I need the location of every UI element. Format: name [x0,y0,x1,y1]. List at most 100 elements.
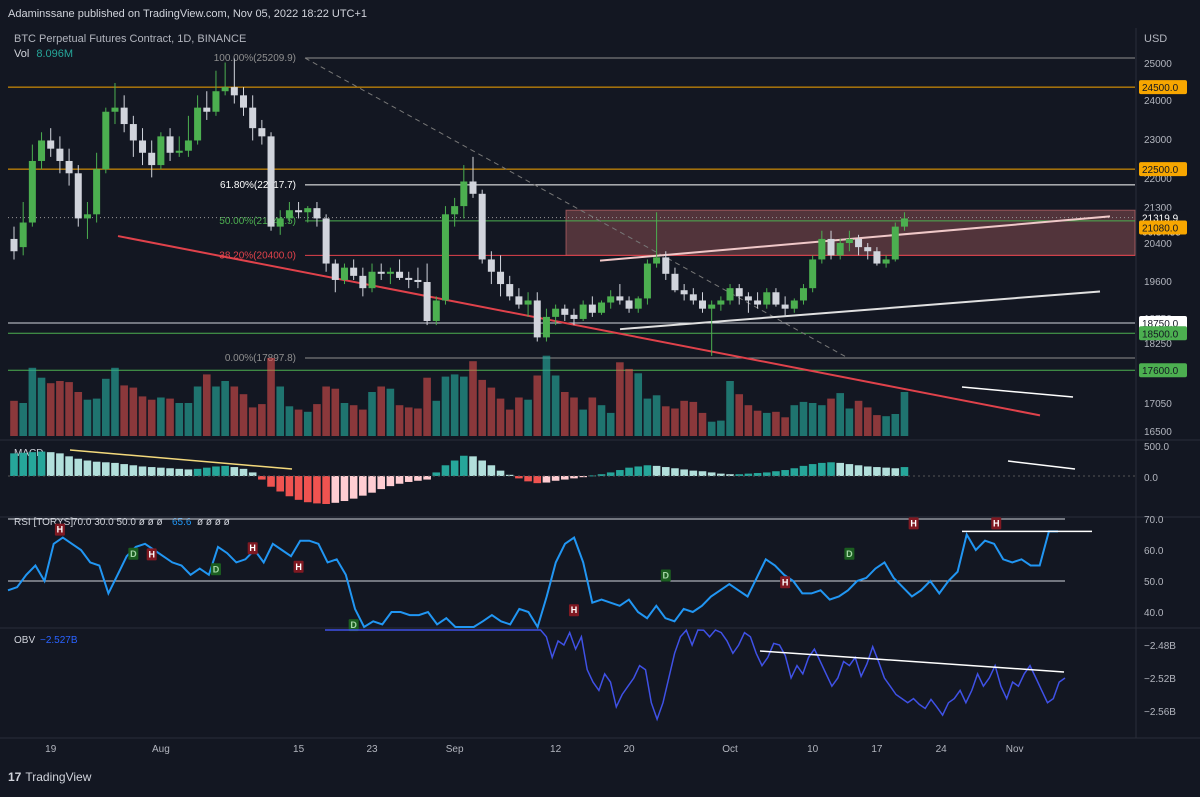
candle-body [451,206,459,215]
macd-histogram-bar [303,476,312,503]
candle-body [478,193,486,260]
macd-histogram-bar [111,462,119,476]
rsi-marker [780,576,791,589]
rsi-marker [660,569,671,582]
volume-bar [331,388,340,436]
macd-histogram-bar [561,476,569,480]
candle-body [790,300,798,309]
symbol-title[interactable]: BTC Perpetual Futures Contract, 1D, BINA… [14,33,247,45]
x-axis-tick: 10 [807,744,819,755]
macd-histogram-bar [588,475,597,477]
volume-bar [267,357,275,436]
volume-bar [561,392,569,436]
volume-bar [661,406,670,436]
macd-histogram-bar [680,469,688,476]
candle-body [598,302,606,313]
rsi-marker [568,604,579,617]
candle-body [276,218,284,227]
macd-histogram-bar [138,466,147,476]
fib-level-label: 38.20%(20400.0) [219,250,296,261]
volume-bar [616,362,624,436]
price-badge-label: 18750.0 [1142,319,1179,330]
macd-histogram-bar [239,468,248,476]
obv-label: OBV [14,635,35,646]
x-axis-tick: Oct [722,744,738,755]
candle-body [744,296,752,301]
macd-histogram-bar [37,451,46,476]
candle-body [267,136,275,227]
tradingview-logo[interactable]: 17 TradingView [8,770,91,784]
price-axis-tick: 22000 [1144,174,1172,185]
rsi-marker [293,560,304,573]
volume-value: 8.096M [36,48,74,60]
macd-histogram-bar [460,455,468,476]
volume-legend[interactable]: Vol 8.096M [14,48,73,60]
volume-bar [212,386,220,436]
volume-bar [46,383,55,436]
x-axis-tick: 19 [45,744,57,755]
candle-body [809,259,817,289]
volume-bar [230,386,239,436]
volume-bar [597,405,606,436]
volume-bar [184,403,193,436]
candle-body [680,290,688,295]
volume-bar [28,367,37,436]
macd-histogram-bar [753,473,762,476]
candle-body [258,128,266,137]
volume-bar [359,409,367,436]
macd-axis-tick: 500.0 [1144,442,1169,453]
candle-body [93,169,101,215]
macd-histogram-bar [726,474,734,476]
candle-body [368,271,376,289]
volume-bar [313,404,321,436]
macd-histogram-bar [56,453,64,476]
macd-trendline [69,449,293,470]
candle-body [10,238,18,252]
volume-bar [322,386,330,436]
macd-histogram-bar [285,476,294,497]
obv-value: −2.527B [40,635,78,646]
macd-histogram-bar [450,460,459,476]
price-badge-label: 21319.9 [1142,214,1179,225]
fib-level-label: 50.00%(21241.5) [219,216,296,227]
upper-channel-line [599,215,1111,262]
macd-histogram-bar [166,468,174,476]
candle-body [129,124,137,141]
rsi-marker-label: H [993,518,1000,528]
candle-body [900,218,908,227]
volume-bar [276,386,285,436]
rsi-marker [991,517,1002,530]
rsi-line [7,530,1058,630]
candle-body [781,304,789,309]
volume-bar [239,394,248,436]
volume-bar [65,382,73,436]
price-badge [1139,363,1187,378]
price-badge-label: 24500.0 [1142,83,1179,94]
macd-histogram-bar [313,476,321,504]
volume-bar [404,407,413,436]
volume-bar [753,410,762,436]
macd-histogram-bar [349,476,358,499]
currency-label[interactable]: USD [1144,33,1168,45]
candle-body [83,214,91,219]
volume-bar [845,408,854,436]
volume-bar [900,392,909,436]
candle-body [111,107,119,112]
volume-bar [487,387,496,436]
rsi-value: 65.6 [172,517,192,528]
volume-bar [836,393,844,436]
volume-bar [671,408,679,436]
volume-bar [423,377,431,436]
macd-histogram-bar [65,456,73,476]
price-badge-label: 18500.0 [1142,329,1179,340]
macd-histogram-bar [331,476,340,503]
candle-body [460,181,468,207]
macd-histogram-bar [248,472,257,476]
candle-body [818,238,826,260]
candle-body [74,173,82,219]
volume-bar [37,377,46,436]
candle-body [38,140,46,161]
rsi-marker [128,547,139,560]
